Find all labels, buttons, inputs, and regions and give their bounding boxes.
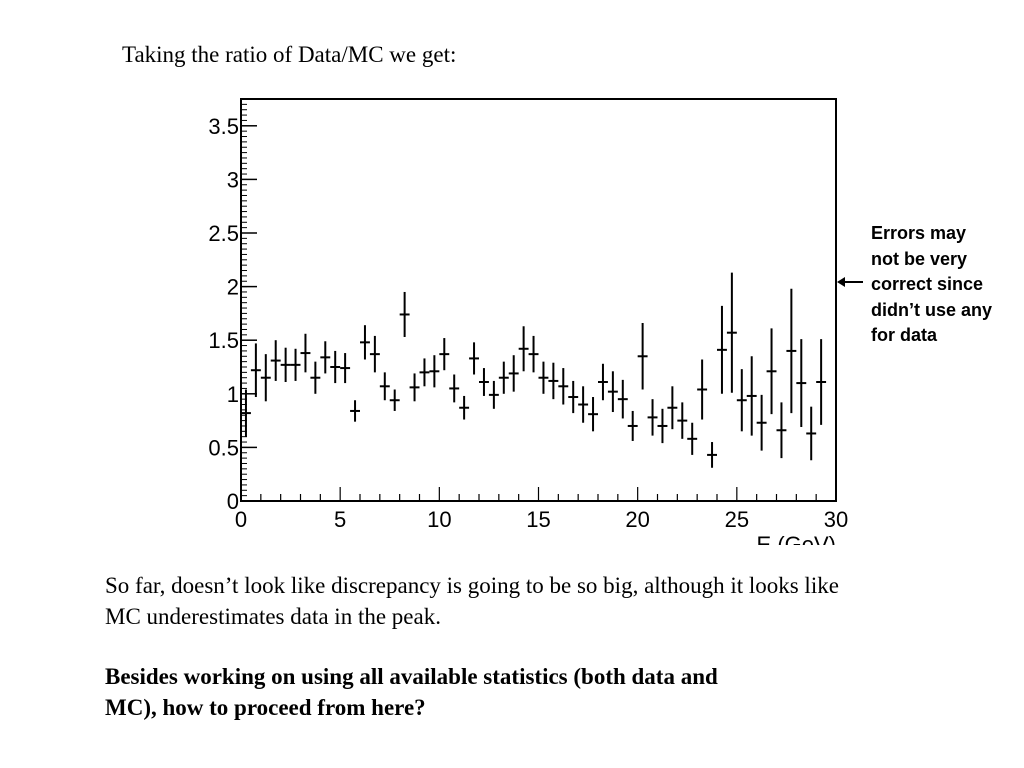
question-paragraph: Besides working on using all available s… — [105, 661, 1005, 723]
data-point — [707, 442, 717, 468]
x-tick-label: 20 — [625, 507, 649, 532]
data-point — [429, 355, 440, 388]
data-point — [469, 342, 479, 375]
data-point — [330, 350, 341, 384]
data-point — [300, 333, 311, 373]
y-tick-label: 2 — [227, 275, 239, 300]
paragraph-line: MC underestimates data in the peak. — [105, 604, 441, 629]
arrow-left-icon — [837, 277, 863, 287]
data-point — [617, 379, 628, 419]
x-tick-label: 30 — [824, 507, 848, 532]
data-point — [360, 325, 370, 360]
data-point — [399, 291, 410, 337]
question-line: Besides working on using all available s… — [105, 664, 718, 689]
data-point — [280, 347, 291, 383]
ratio-chart: 0 0.5 1 1.5 2 2.5 3 3.5 0 5 10 15 20 25 30 E (GeV) — [195, 90, 860, 545]
data-point — [647, 399, 658, 436]
data-point — [439, 338, 450, 371]
data-point — [488, 380, 499, 409]
x-tick-label: 10 — [427, 507, 451, 532]
data-point — [528, 335, 539, 373]
y-tick-label: 1.5 — [208, 328, 239, 353]
x-tick-label: 5 — [334, 507, 346, 532]
data-point — [548, 362, 559, 400]
y-tick-label: 0 — [227, 489, 239, 514]
data-point — [479, 368, 489, 396]
data-point — [806, 406, 817, 461]
data-point — [270, 340, 281, 381]
annotation-line: Errors may — [871, 223, 967, 243]
data-point — [320, 341, 331, 374]
data-point — [340, 353, 351, 384]
data-point — [250, 343, 261, 398]
data-point — [667, 386, 678, 430]
data-point — [419, 358, 430, 387]
data-point — [637, 323, 648, 390]
data-point — [578, 386, 589, 423]
data-point — [598, 363, 608, 401]
chart-svg: 0 0.5 1 1.5 2 2.5 3 3.5 0 5 10 15 20 25 30 E (GeV) — [208, 98, 848, 545]
data-point — [627, 410, 638, 441]
data-point — [459, 395, 470, 420]
y-tick-label: 3 — [227, 167, 239, 192]
x-tick-label: 25 — [725, 507, 749, 532]
data-point — [726, 272, 737, 393]
annotation-line: correct since — [871, 274, 984, 294]
x-ticks — [240, 487, 837, 501]
error-annotation: Errors may not be very correct since did… — [871, 221, 1021, 349]
data-point — [538, 361, 549, 394]
x-tick-label: 15 — [526, 507, 550, 532]
y-tick-labels: 0 0.5 1 1.5 2 2.5 3 3.5 — [208, 114, 239, 514]
paragraph-line: So far, doesn’t look like discrepancy is… — [105, 573, 839, 598]
data-point — [389, 389, 400, 411]
annotation-line: didn’t use any — [871, 299, 993, 320]
slide-heading: Taking the ratio of Data/MC we get: — [122, 42, 457, 67]
data-point — [260, 354, 271, 402]
data-point — [717, 305, 727, 394]
data-point — [518, 326, 529, 372]
data-point — [776, 402, 787, 459]
data-point — [746, 356, 757, 436]
data-point — [816, 339, 827, 425]
data-point — [449, 374, 460, 403]
data-point — [310, 361, 321, 394]
y-tick-label: 2.5 — [208, 221, 239, 246]
data-point — [657, 408, 668, 444]
data-point — [786, 288, 797, 414]
data-point — [498, 361, 509, 394]
data-point — [687, 422, 698, 455]
y-tick-label: 0.5 — [208, 435, 239, 460]
data-point — [568, 380, 579, 414]
annotation-line: not be very — [871, 248, 968, 269]
x-tick-labels: 0 5 10 15 20 25 30 — [235, 507, 848, 532]
observation-paragraph: So far, doesn’t look like discrepancy is… — [105, 570, 1005, 632]
data-point — [796, 339, 807, 428]
data-point — [736, 369, 747, 432]
data-point — [607, 371, 618, 413]
data-point — [241, 389, 251, 437]
data-point — [379, 372, 390, 401]
x-tick-label: 0 — [235, 507, 247, 532]
y-tick-label: 1 — [227, 382, 239, 407]
plot-frame — [240, 98, 837, 502]
question-line: MC), how to proceed from here? — [105, 695, 426, 720]
data-point — [290, 348, 301, 381]
data-point — [508, 355, 519, 392]
data-points — [241, 272, 827, 468]
data-point — [766, 328, 777, 415]
data-point — [697, 359, 708, 420]
data-point — [369, 335, 380, 373]
x-axis-label: E (GeV) — [757, 532, 836, 545]
y-tick-label: 3.5 — [208, 114, 239, 139]
annotation-line: for data — [871, 325, 938, 345]
data-point — [558, 368, 569, 405]
data-point — [409, 373, 420, 402]
data-point — [350, 400, 360, 422]
data-point — [756, 394, 767, 451]
data-point — [588, 397, 598, 432]
y-major-ticks — [241, 125, 257, 502]
data-point — [677, 402, 688, 439]
